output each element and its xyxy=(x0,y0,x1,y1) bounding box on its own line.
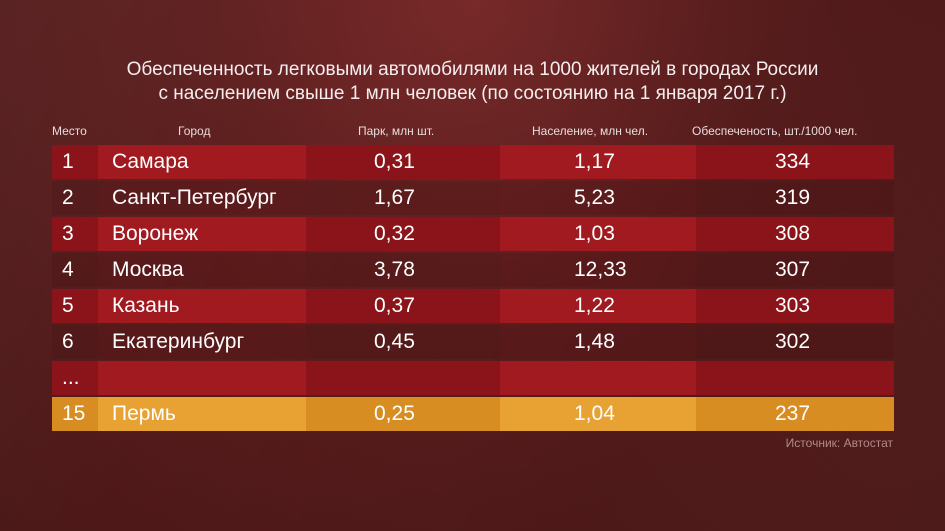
row-background-segment xyxy=(98,253,306,287)
row-background-segment xyxy=(306,253,500,287)
row-background-segment xyxy=(696,289,894,323)
cell-fleet: 0,31 xyxy=(374,150,415,173)
table-row: ... xyxy=(52,361,894,395)
row-background-segment xyxy=(696,361,894,395)
row-background-segment xyxy=(500,397,696,431)
cell-population: 5,23 xyxy=(574,186,615,209)
row-background-segment xyxy=(500,361,696,395)
column-header-fleet: Парк, млн шт. xyxy=(358,124,435,138)
cell-city: Пермь xyxy=(112,402,176,425)
cell-rank: 2 xyxy=(62,186,74,209)
cell-rank: 1 xyxy=(62,150,74,173)
row-background-segment xyxy=(52,397,98,431)
row-background-segment xyxy=(98,181,306,215)
column-header-rank: Место xyxy=(52,124,87,138)
cell-ratio: 237 xyxy=(775,402,811,425)
cell-rank: 4 xyxy=(62,258,74,281)
column-header-ratio: Обеспеченость, шт./1000 чел. xyxy=(692,124,858,138)
column-header-city: Город xyxy=(178,124,211,138)
cell-city: Самара xyxy=(112,150,189,173)
table-body: 1 Самара 0,31 1,17 334 2 Санкт-Петербург 1,67 5,… xyxy=(52,145,894,433)
cell-ratio: 303 xyxy=(775,294,811,317)
chart-title: Обеспеченность легковыми автомобилями на… xyxy=(0,58,945,106)
cell-city: Екатеринбург xyxy=(112,330,245,353)
row-background-segment xyxy=(52,217,98,251)
row-background-segment xyxy=(500,145,696,179)
chart-title-line-2: с населением свыше 1 млн человек (по сос… xyxy=(158,83,787,104)
cell-ratio: 319 xyxy=(775,186,811,209)
row-background-segment xyxy=(696,325,894,359)
cell-rank: 6 xyxy=(62,330,74,353)
row-background-segment xyxy=(696,145,894,179)
table-row: 1 Самара 0,31 1,17 334 xyxy=(52,145,894,179)
cell-city: Москва xyxy=(112,258,184,281)
cell-ratio: 307 xyxy=(775,258,811,281)
row-background-segment xyxy=(98,361,306,395)
row-background-segment xyxy=(52,325,98,359)
row-background-segment xyxy=(500,181,696,215)
cell-population: 1,48 xyxy=(574,330,615,353)
cell-rank: 15 xyxy=(62,402,86,425)
cell-city: Казань xyxy=(112,294,180,317)
row-background-segment xyxy=(696,397,894,431)
cell-fleet: 0,32 xyxy=(374,222,415,245)
row-background-segment xyxy=(98,145,306,179)
cell-ratio: 302 xyxy=(775,330,811,353)
row-background-segment xyxy=(306,397,500,431)
cell-ratio: 334 xyxy=(775,150,811,173)
row-background-segment xyxy=(696,217,894,251)
cell-population: 1,03 xyxy=(574,222,615,245)
cell-fleet: 0,37 xyxy=(374,294,415,317)
cell-rank: ... xyxy=(62,366,80,389)
row-background-segment xyxy=(696,181,894,215)
row-background-segment xyxy=(98,217,306,251)
row-background-segment xyxy=(52,253,98,287)
table-row: 5 Казань 0,37 1,22 303 xyxy=(52,289,894,323)
row-background-segment xyxy=(306,217,500,251)
row-background-segment xyxy=(306,145,500,179)
row-background-segment xyxy=(52,145,98,179)
cell-rank: 3 xyxy=(62,222,74,245)
table-header: Место Город Парк, млн шт. Население, млн… xyxy=(52,124,894,140)
row-background-segment xyxy=(98,325,306,359)
source-note: Источник: Автостат xyxy=(785,436,893,450)
cell-fleet: 0,25 xyxy=(374,402,415,425)
row-background-segment xyxy=(500,289,696,323)
column-header-population: Население, млн чел. xyxy=(532,124,649,138)
cell-city: Воронеж xyxy=(112,222,199,245)
cell-city: Санкт-Петербург xyxy=(112,186,277,209)
row-background-segment xyxy=(500,217,696,251)
row-background-segment xyxy=(52,289,98,323)
row-background-segment xyxy=(306,289,500,323)
table-row: 6 Екатеринбург 0,45 1,48 302 xyxy=(52,325,894,359)
row-background-segment xyxy=(98,289,306,323)
chart-title-line-1: Обеспеченность легковыми автомобилями на… xyxy=(126,59,819,80)
row-background-segment xyxy=(696,253,894,287)
row-background-segment xyxy=(500,325,696,359)
row-background-segment xyxy=(306,361,500,395)
cell-fleet: 1,67 xyxy=(374,186,415,209)
cell-fleet: 3,78 xyxy=(374,258,415,281)
row-background-segment xyxy=(500,253,696,287)
table-row: 3 Воронеж 0,32 1,03 308 xyxy=(52,217,894,251)
row-background-segment xyxy=(306,325,500,359)
cell-rank: 5 xyxy=(62,294,74,317)
row-background-segment xyxy=(306,181,500,215)
row-background-segment xyxy=(52,181,98,215)
table-row-highlighted: 15 Пермь 0,25 1,04 237 xyxy=(52,397,894,431)
cell-population: 12,33 xyxy=(574,258,627,281)
cell-fleet: 0,45 xyxy=(374,330,415,353)
cell-population: 1,17 xyxy=(574,150,615,173)
table-row: 2 Санкт-Петербург 1,67 5,23 319 xyxy=(52,181,894,215)
table-row: 4 Москва 3,78 12,33 307 xyxy=(52,253,894,287)
row-background-segment xyxy=(52,361,98,395)
cell-population: 1,22 xyxy=(574,294,615,317)
cell-population: 1,04 xyxy=(574,402,615,425)
cell-ratio: 308 xyxy=(775,222,811,245)
row-background-segment xyxy=(98,397,306,431)
